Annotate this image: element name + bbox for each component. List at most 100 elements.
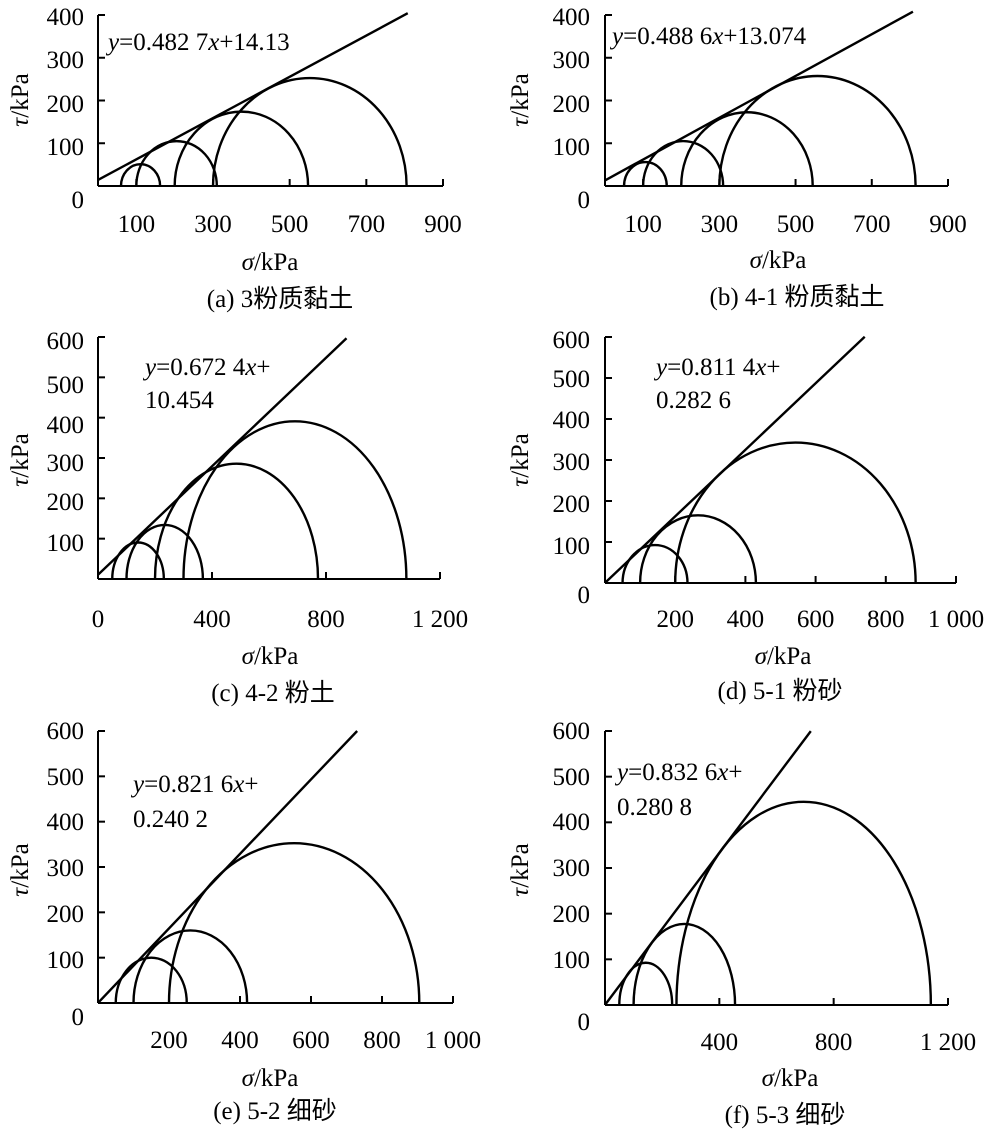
equation-label: y=0.482 7x+14.13 — [105, 29, 290, 56]
mohr-circle — [114, 956, 188, 1004]
y-tick-label: 200 — [553, 901, 591, 928]
y-tick-label: 100 — [553, 134, 591, 161]
y-tick-label: 300 — [47, 450, 85, 477]
mohr-circle — [125, 523, 205, 580]
y-tick-label: 100 — [47, 530, 85, 557]
mohr-circle — [675, 800, 933, 1006]
strength-envelope-line — [604, 730, 812, 1006]
mohr-circle — [153, 462, 320, 580]
equation-label: y=0.821 6x+ — [130, 771, 258, 798]
strength-envelope-line — [97, 12, 409, 182]
y-tick-label: 100 — [553, 947, 591, 974]
y-tick-label: 100 — [47, 947, 85, 974]
x-tick-label: 200 — [150, 1027, 188, 1054]
y-tick-label: 200 — [553, 491, 591, 518]
y-tick-label: 300 — [553, 47, 591, 74]
mohr-circle — [211, 77, 408, 187]
strength-envelope-line — [604, 10, 914, 182]
y-tick-label: 400 — [47, 4, 85, 31]
x-tick-label: 300 — [194, 211, 232, 238]
x-tick-label: 400 — [221, 1027, 259, 1054]
x-tick-label: 500 — [777, 211, 815, 238]
x-tick-label: 800 — [307, 606, 345, 633]
y-tick-label: 200 — [47, 901, 85, 928]
panel-d: 0 100 200 300 400 500 600 200 400 600 800 1 000 σ/kP… — [507, 327, 984, 705]
x-tick-label: 100 — [118, 211, 156, 238]
mohr-circle — [674, 441, 917, 584]
equation-label: 0.240 2 — [133, 806, 208, 833]
strength-envelope-line — [604, 335, 866, 584]
equation-label: y=0.832 6x+ — [614, 759, 742, 786]
x-tick-label: 800 — [815, 1029, 853, 1056]
y-tick-label: 400 — [47, 412, 85, 439]
y-tick-label: 300 — [47, 855, 85, 882]
mohr-circle — [641, 140, 725, 187]
x-tick-label: 800 — [867, 606, 905, 633]
y-tick-label: 0 — [72, 1004, 85, 1031]
strength-envelope-line — [97, 730, 359, 1004]
panel-e: 0 100 200 300 400 500 600 200 400 600 800 1 000 σ/kP… — [7, 718, 481, 1125]
mohr-circle — [638, 514, 758, 584]
x-tick-label: 500 — [271, 211, 309, 238]
strength-envelope-line — [97, 337, 348, 576]
y-tick-label: 200 — [47, 489, 85, 516]
panel-b: 0 100 200 300 400 100 300 500 700 900 σ/kPa τ/kPa y=… — [507, 4, 967, 311]
y-tick-label: 500 — [553, 366, 591, 393]
mohr-circle — [621, 543, 689, 584]
x-tick-label: 1 200 — [920, 1029, 976, 1056]
y-axis-title: τ/kPa — [507, 843, 534, 896]
mohr-circle — [680, 111, 814, 187]
x-tick-label: 800 — [363, 1027, 401, 1054]
x-tick-label: 200 — [656, 606, 694, 633]
y-axis-title: τ/kPa — [507, 73, 534, 126]
y-tick-label: 500 — [553, 764, 591, 791]
y-tick-label: 600 — [553, 327, 591, 354]
y-tick-label: 0 — [72, 187, 85, 214]
x-tick-label: 1 000 — [425, 1027, 481, 1054]
x-tick-label: 600 — [292, 1027, 330, 1054]
y-axis-title: τ/kPa — [7, 73, 34, 126]
y-axis-title: τ/kPa — [507, 433, 534, 486]
x-tick-label: 400 — [193, 606, 231, 633]
x-tick-label: 0 — [92, 606, 105, 633]
mohr-circle — [132, 929, 249, 1004]
y-axis-title: τ/kPa — [7, 843, 34, 896]
y-tick-label: 400 — [553, 407, 591, 434]
y-tick-label: 200 — [553, 91, 591, 118]
x-tick-label: 600 — [797, 606, 835, 633]
panel-f: 0 100 200 300 400 500 600 400 800 1 200 σ/kPa τ/kPa… — [507, 718, 976, 1129]
panel-caption: (c) 4-2 粉土 — [211, 679, 335, 707]
x-tick-label: 1 000 — [928, 606, 984, 633]
y-tick-label: 0 — [578, 1009, 591, 1036]
panel-caption: (d) 5-1 粉砂 — [718, 677, 843, 705]
x-tick-label: 300 — [701, 211, 739, 238]
y-axis-title: τ/kPa — [7, 433, 34, 486]
x-tick-label: 700 — [853, 211, 891, 238]
x-axis-title: σ/kPa — [242, 249, 299, 276]
equation-label: y=0.672 4x+ — [142, 354, 270, 381]
y-tick-label: 300 — [47, 47, 85, 74]
y-tick-label: 500 — [47, 372, 85, 399]
x-tick-label: 900 — [424, 211, 462, 238]
mohr-circle — [182, 420, 408, 580]
mohr-circle — [111, 541, 166, 580]
y-tick-label: 100 — [553, 533, 591, 560]
y-tick-label: 100 — [47, 134, 85, 161]
y-tick-label: 400 — [47, 809, 85, 836]
equation-label: 10.454 — [145, 387, 214, 414]
equation-label: y=0.811 4x+ — [653, 354, 781, 381]
x-axis-title: σ/kPa — [762, 1065, 819, 1092]
y-tick-label: 0 — [578, 582, 591, 609]
y-tick-label: 200 — [47, 91, 85, 118]
x-axis-title: σ/kPa — [242, 643, 299, 670]
x-tick-label: 400 — [727, 606, 765, 633]
x-tick-label: 700 — [348, 211, 386, 238]
panel-caption: (e) 5-2 细砂 — [213, 1097, 337, 1125]
x-tick-label: 100 — [624, 211, 662, 238]
mohr-circle — [135, 139, 219, 187]
x-tick-label: 1 200 — [412, 606, 468, 633]
panel-caption: (f) 5-3 细砂 — [725, 1101, 846, 1129]
y-tick-label: 600 — [47, 328, 85, 355]
mohr-circle — [718, 74, 917, 187]
